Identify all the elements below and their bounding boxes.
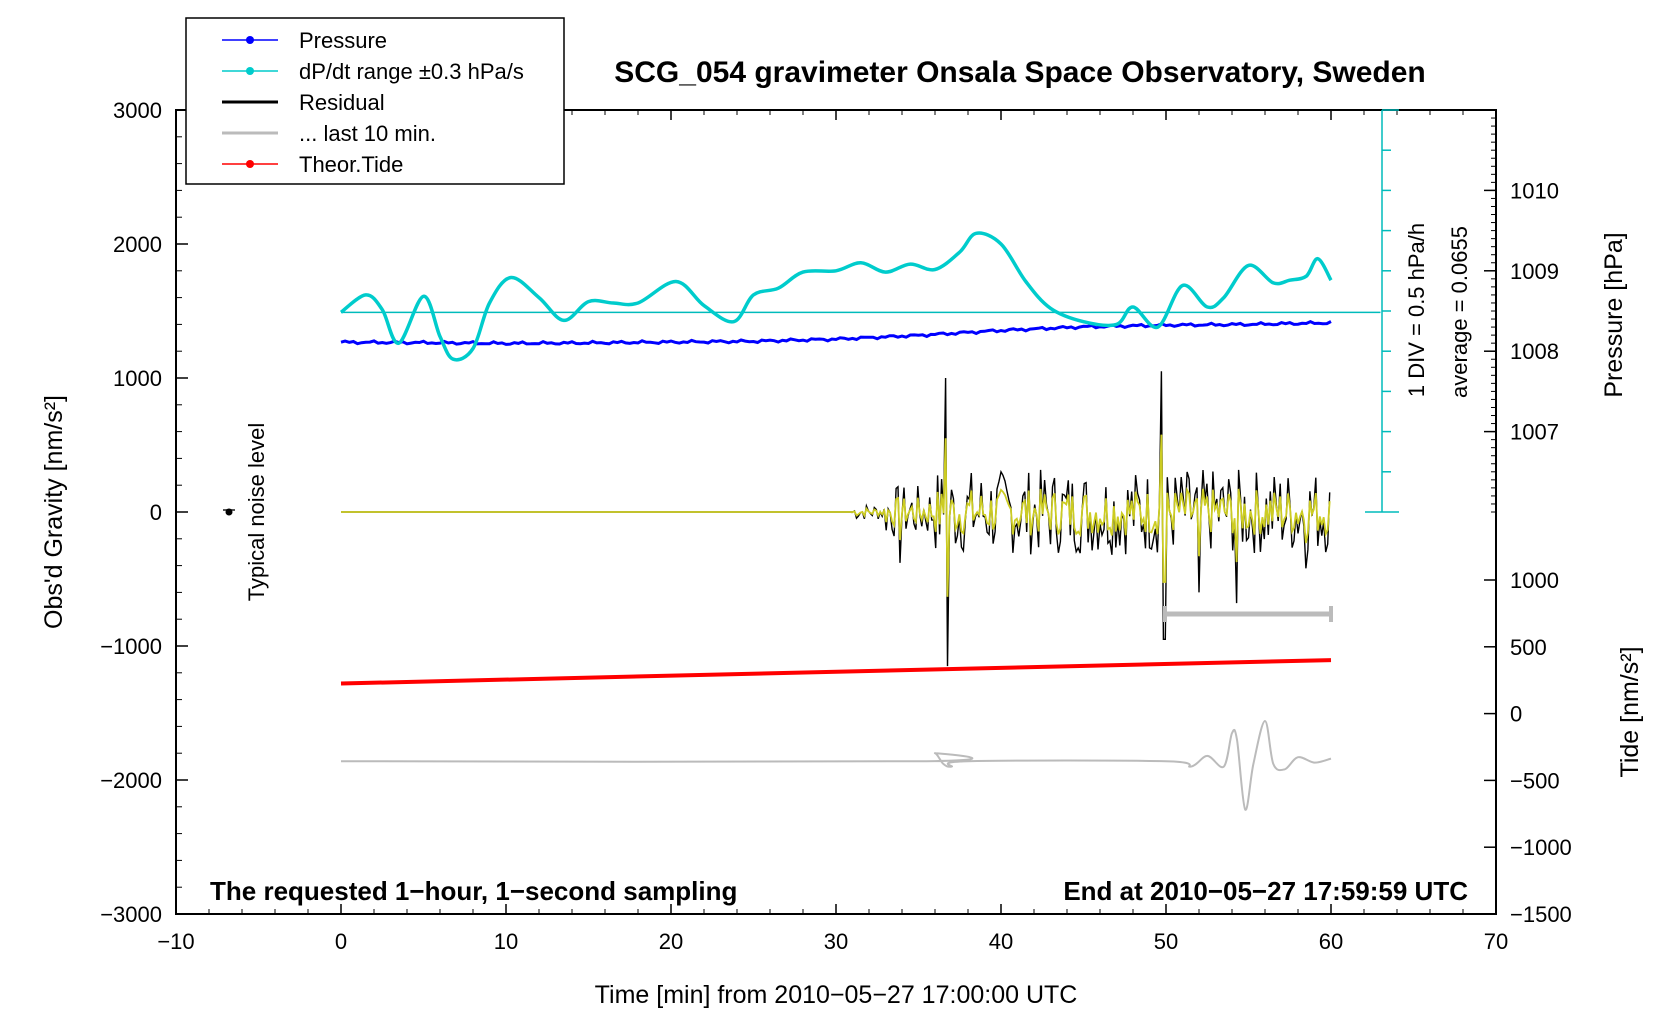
tide-tick-label: −1500 <box>1510 902 1572 927</box>
x-tick-label: 70 <box>1484 929 1508 954</box>
legend-label: Residual <box>299 90 385 115</box>
tide-tick-label: 500 <box>1510 635 1547 660</box>
legend-label: Pressure <box>299 28 387 53</box>
pressure-axis-ticks: 1010 1009 1008 1007 <box>1484 117 1559 513</box>
average-label: average = 0.0655 <box>1447 226 1472 398</box>
x-tick-label: 20 <box>659 929 683 954</box>
y-tick-label: −2000 <box>100 768 162 793</box>
x-tick-label: 30 <box>824 929 848 954</box>
legend-swatch-marker <box>246 36 254 44</box>
legend: Pressure dP/dt range ±0.3 hPa/s Residual..… <box>185 17 565 185</box>
scale-bar-label: 1 DIV = 0.5 hPa/h <box>1404 223 1429 397</box>
legend-swatch-marker <box>246 67 254 75</box>
noise-marker <box>223 508 235 516</box>
tide-tick-label: 0 <box>1510 702 1522 727</box>
pressure-tick-label: 1010 <box>1510 178 1559 203</box>
y-axis-pressure-label: Pressure [hPa] <box>1600 232 1628 397</box>
dpdt-scale-bar <box>1365 109 1399 513</box>
legend-entry: ... last 10 min. <box>222 121 436 146</box>
legend-entry: Theor.Tide <box>222 152 403 177</box>
pressure-line <box>340 319 1332 346</box>
last-10-min-bar <box>1163 606 1333 622</box>
y-tick-label: 3000 <box>113 98 162 123</box>
dpdt-line <box>339 231 1333 362</box>
y-tick-label: −1000 <box>100 634 162 659</box>
y-tick-label: 2000 <box>113 232 162 257</box>
legend-entry: Residual <box>222 90 385 115</box>
x-tick-label: 60 <box>1319 929 1343 954</box>
legend-entry: dP/dt range ±0.3 hPa/s <box>222 59 524 84</box>
y-axis-tide-label: Tide [nm/s²] <box>1616 646 1644 777</box>
end-time-note: End at 2010−05−27 17:59:59 UTC <box>1063 876 1468 906</box>
legend-entry: Pressure <box>222 28 387 53</box>
x-axis-label: Time [min] from 2010−05−27 17:00:00 UTC <box>595 981 1078 1009</box>
sampling-note: The requested 1−hour, 1−second sampling <box>210 876 737 906</box>
legend-swatch-marker <box>246 160 254 168</box>
pressure-tick-label: 1009 <box>1510 259 1559 284</box>
y-tick-label: 1000 <box>113 366 162 391</box>
x-tick-label: −10 <box>157 929 194 954</box>
x-axis-ticks: −10 0 10 20 30 40 50 60 70 <box>157 110 1508 954</box>
tide-tick-label: −500 <box>1510 768 1560 793</box>
residual-overlay-line <box>341 434 1331 597</box>
x-tick-label: 40 <box>989 929 1013 954</box>
pressure-tick-label: 1008 <box>1510 339 1559 364</box>
legend-label: dP/dt range ±0.3 hPa/s <box>299 59 524 84</box>
legend-label: ... last 10 min. <box>299 121 436 146</box>
x-tick-label: 10 <box>494 929 518 954</box>
x-tick-label: 0 <box>335 929 347 954</box>
tide-tick-label: −1000 <box>1510 835 1572 860</box>
y-tick-label: 0 <box>150 500 162 525</box>
tide-line <box>340 658 1332 686</box>
y-tick-label: −3000 <box>100 902 162 927</box>
noise-level-label: Typical noise level <box>244 423 269 602</box>
y-axis-left-label: Obs'd Gravity [nm/s²] <box>40 395 68 629</box>
legend-label: Theor.Tide <box>299 152 403 177</box>
x-tick-label: 50 <box>1154 929 1178 954</box>
residual-filtered-line <box>340 719 1332 811</box>
y-axis-ticks: 3000 2000 1000 0 −1000 −2000 −3000 <box>100 98 188 927</box>
chart-title: SCG_054 gravimeter Onsala Space Observat… <box>614 56 1426 89</box>
tide-axis-ticks: 1000 500 0 −500 −1000 −1500 <box>1484 568 1572 927</box>
tide-tick-label: 1000 <box>1510 568 1559 593</box>
series-layer <box>339 231 1381 811</box>
pressure-tick-label: 1007 <box>1510 420 1559 445</box>
